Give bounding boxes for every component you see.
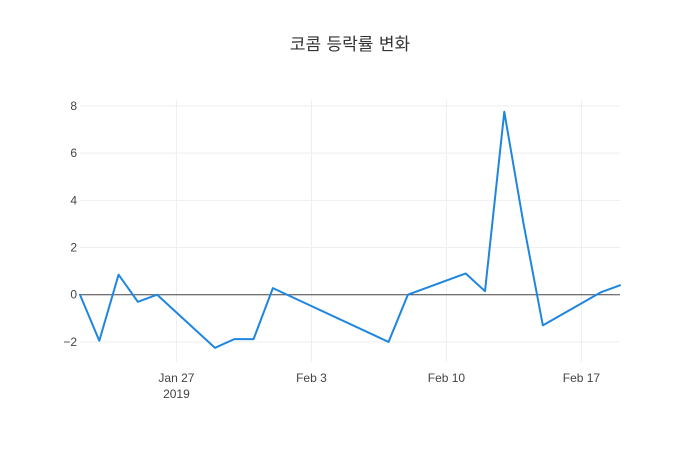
- grid-layer: [80, 100, 620, 362]
- x-tick-label: Feb 17: [563, 371, 601, 385]
- x-tick-label: Feb 10: [428, 371, 466, 385]
- series-layer: [79, 110, 621, 349]
- x-tick-label: Jan 27: [158, 371, 194, 385]
- y-tick-label: 6: [70, 146, 77, 160]
- series-line: [79, 110, 621, 349]
- y-tick-label: 0: [70, 288, 77, 302]
- y-tick-label: 4: [70, 193, 77, 207]
- y-tick-label: 8: [70, 99, 77, 113]
- x-tick-label: Feb 3: [296, 371, 327, 385]
- chart-title: 코콤 등락률 변화: [290, 35, 411, 55]
- y-tick-label: 2: [70, 241, 77, 255]
- x-tick-sublabel: 2019: [163, 387, 190, 401]
- y-tick-label: −2: [63, 335, 77, 349]
- axis-layer: Jan 27 2019 Feb 3 Feb 10 Feb 17 −2 0 2 4 6 8: [63, 99, 620, 401]
